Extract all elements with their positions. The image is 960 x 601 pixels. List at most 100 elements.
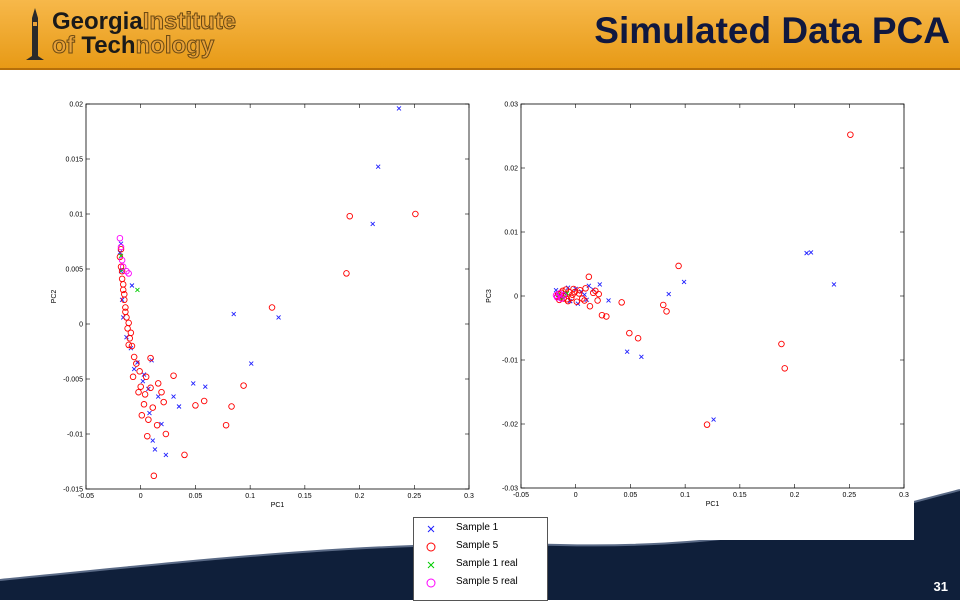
data-point-circle xyxy=(130,353,138,361)
data-point-circle xyxy=(598,311,606,319)
data-point-x xyxy=(171,394,176,399)
data-point-circle xyxy=(138,412,146,419)
data-point-circle xyxy=(660,301,667,309)
data-point-x xyxy=(248,361,254,366)
logo-text-georgia: Georgia xyxy=(52,8,143,35)
data-point-circle xyxy=(618,299,625,306)
data-point-circle xyxy=(575,290,583,297)
tech-tower-icon xyxy=(26,8,44,60)
legend-label: Sample 5 real xyxy=(456,576,518,587)
data-point-circle xyxy=(162,430,170,438)
logo-line-2: of Technology xyxy=(51,32,215,59)
data-point-x xyxy=(624,349,630,354)
plot-area xyxy=(85,103,470,490)
data-point-x xyxy=(375,164,381,170)
data-point-circle xyxy=(558,295,565,302)
pca-plot-pc1-pc3: -0.05 0 0.05 0.1 0.15 0.2 0.25 0.3 -0.03 -0.02 -0.… xyxy=(481,91,914,540)
series-sample-1 xyxy=(553,250,837,422)
data-point-x xyxy=(597,282,603,287)
x-tick-label: 0.2 xyxy=(355,493,365,500)
data-point-circle xyxy=(160,398,167,406)
data-point-x xyxy=(147,410,152,416)
data-point-x xyxy=(190,381,196,386)
data-point-circle xyxy=(118,256,126,264)
data-point-circle xyxy=(675,262,682,270)
x-tick-label: 0.15 xyxy=(298,493,312,500)
y-tick-label: 0.01 xyxy=(69,212,83,219)
legend-item-sample-1: Sample 1 xyxy=(414,521,547,537)
data-point-circle xyxy=(181,451,188,459)
data-point-circle xyxy=(125,270,132,277)
data-point-circle xyxy=(663,308,670,315)
x-axis-label: PC1 xyxy=(706,501,720,508)
slide-header: GeorgiaInstitute of Technology Simulated… xyxy=(0,0,960,70)
logo-line-1: GeorgiaInstitute xyxy=(52,8,237,35)
data-point-circle xyxy=(585,273,593,281)
data-point-x xyxy=(396,106,402,111)
data-point-x xyxy=(564,291,570,296)
data-point-circle xyxy=(192,402,199,409)
data-point-x xyxy=(606,298,611,303)
data-point-circle xyxy=(564,297,572,305)
logo-text-nology: nology xyxy=(135,32,215,59)
data-point-x xyxy=(808,250,814,255)
data-point-circle xyxy=(412,210,419,218)
y-tick-label: -0.01 xyxy=(502,358,518,365)
y-tick-label: 0.005 xyxy=(65,267,83,274)
data-point-x xyxy=(804,250,809,256)
data-point-circle xyxy=(222,421,230,429)
data-point-circle xyxy=(124,325,131,332)
data-point-x xyxy=(711,417,716,422)
data-point-x xyxy=(681,279,687,285)
data-point-circle xyxy=(140,401,148,408)
data-point-circle xyxy=(119,281,127,288)
x-tick-label: 0.3 xyxy=(464,493,474,500)
y-tick-label: 0.02 xyxy=(504,166,518,173)
data-point-x xyxy=(150,438,156,443)
data-point-x xyxy=(639,354,644,360)
y-tick-label: -0.03 xyxy=(502,486,518,493)
data-point-circle xyxy=(170,372,177,379)
series-sample-5-real xyxy=(552,290,567,302)
data-point-circle xyxy=(117,245,125,253)
data-point-circle xyxy=(595,290,602,298)
legend-label: Sample 5 xyxy=(456,540,499,551)
data-point-x xyxy=(118,241,124,247)
data-point-circle xyxy=(268,304,276,311)
data-point-x xyxy=(586,283,592,289)
data-point-circle xyxy=(603,313,610,320)
y-tick-label: -0.015 xyxy=(63,487,83,494)
data-point-x xyxy=(202,384,208,390)
data-point-x xyxy=(163,452,169,458)
data-point-circle xyxy=(634,334,642,342)
circle-marker-icon xyxy=(426,578,436,588)
y-tick-label: 0 xyxy=(514,294,518,301)
data-point-x xyxy=(666,291,672,297)
data-point-x xyxy=(831,282,837,287)
series-sample-1 xyxy=(117,106,402,458)
x-tick-label: 0.1 xyxy=(680,492,690,499)
georgia-tech-logo: GeorgiaInstitute of Technology xyxy=(14,6,274,62)
x-tick-label: 0 xyxy=(574,492,578,499)
data-point-circle xyxy=(582,285,589,292)
y-tick-label: 0 xyxy=(79,322,83,329)
page-number: 31 xyxy=(933,579,948,594)
data-point-x xyxy=(152,447,158,452)
data-point-circle xyxy=(571,288,578,296)
data-point-circle xyxy=(141,391,149,398)
series-sample-5 xyxy=(116,210,419,480)
x-tick-label: 0.2 xyxy=(790,492,800,499)
data-point-circle xyxy=(135,388,142,396)
pca-plot-pc1-pc2: -0.05 0 0.05 0.1 0.15 0.2 0.25 0.3 -0.015 -0.01 -0… xyxy=(44,91,486,517)
y-tick-label: -0.02 xyxy=(502,422,518,429)
data-point-circle xyxy=(346,212,353,220)
y-axis-label: PC3 xyxy=(486,289,493,303)
data-point-circle xyxy=(847,131,854,138)
data-point-circle xyxy=(142,373,150,381)
slide-title: Simulated Data PCA xyxy=(594,10,950,51)
logo-text-institute: Institute xyxy=(142,8,237,35)
data-point-circle xyxy=(149,404,157,411)
data-point-circle xyxy=(122,308,129,316)
circle-marker-icon xyxy=(426,542,436,552)
data-point-circle xyxy=(144,432,151,440)
